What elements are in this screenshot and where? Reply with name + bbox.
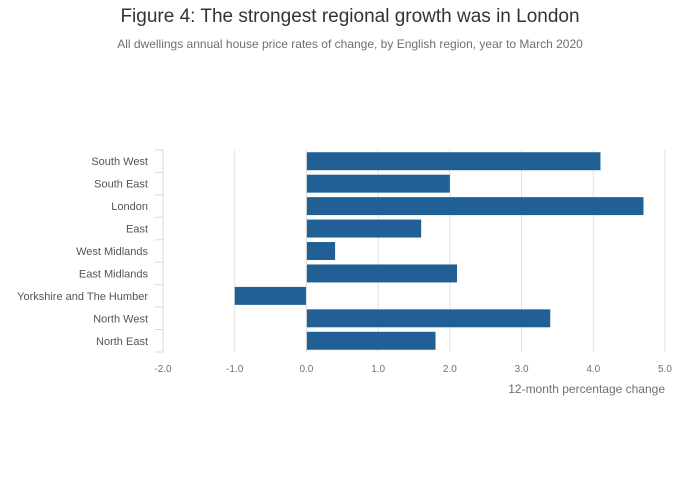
x-tick-label: 3.0 (515, 364, 529, 375)
x-tick-label: 4.0 (586, 364, 600, 375)
x-tick-label: 5.0 (658, 364, 672, 375)
category-label: South West (91, 156, 148, 168)
x-tick-label: -2.0 (154, 364, 172, 375)
bar (234, 286, 307, 305)
category-label: East Midlands (79, 268, 149, 280)
bar (306, 309, 551, 328)
x-tick-label: -1.0 (226, 364, 244, 375)
category-label: North East (96, 336, 148, 348)
category-label: Yorkshire and The Humber (17, 291, 148, 303)
category-label: East (126, 224, 148, 236)
x-axis-title: 12-month percentage change (508, 382, 665, 396)
x-tick-label: 2.0 (443, 364, 457, 375)
chart-subtitle: All dwellings annual house price rates o… (117, 37, 583, 51)
category-label: West Midlands (76, 246, 148, 258)
x-tick-label: 0.0 (299, 364, 313, 375)
bar (306, 174, 450, 193)
bar (306, 219, 422, 238)
bar (306, 152, 601, 171)
chart-title: Figure 4: The strongest regional growth … (120, 6, 580, 27)
bar (306, 242, 336, 260)
x-tick-label: 1.0 (371, 364, 385, 375)
category-label: London (111, 201, 148, 213)
bar (306, 264, 458, 283)
category-label: South East (94, 179, 148, 191)
bar (306, 197, 644, 216)
category-label: North West (93, 313, 148, 325)
bar (306, 331, 436, 350)
